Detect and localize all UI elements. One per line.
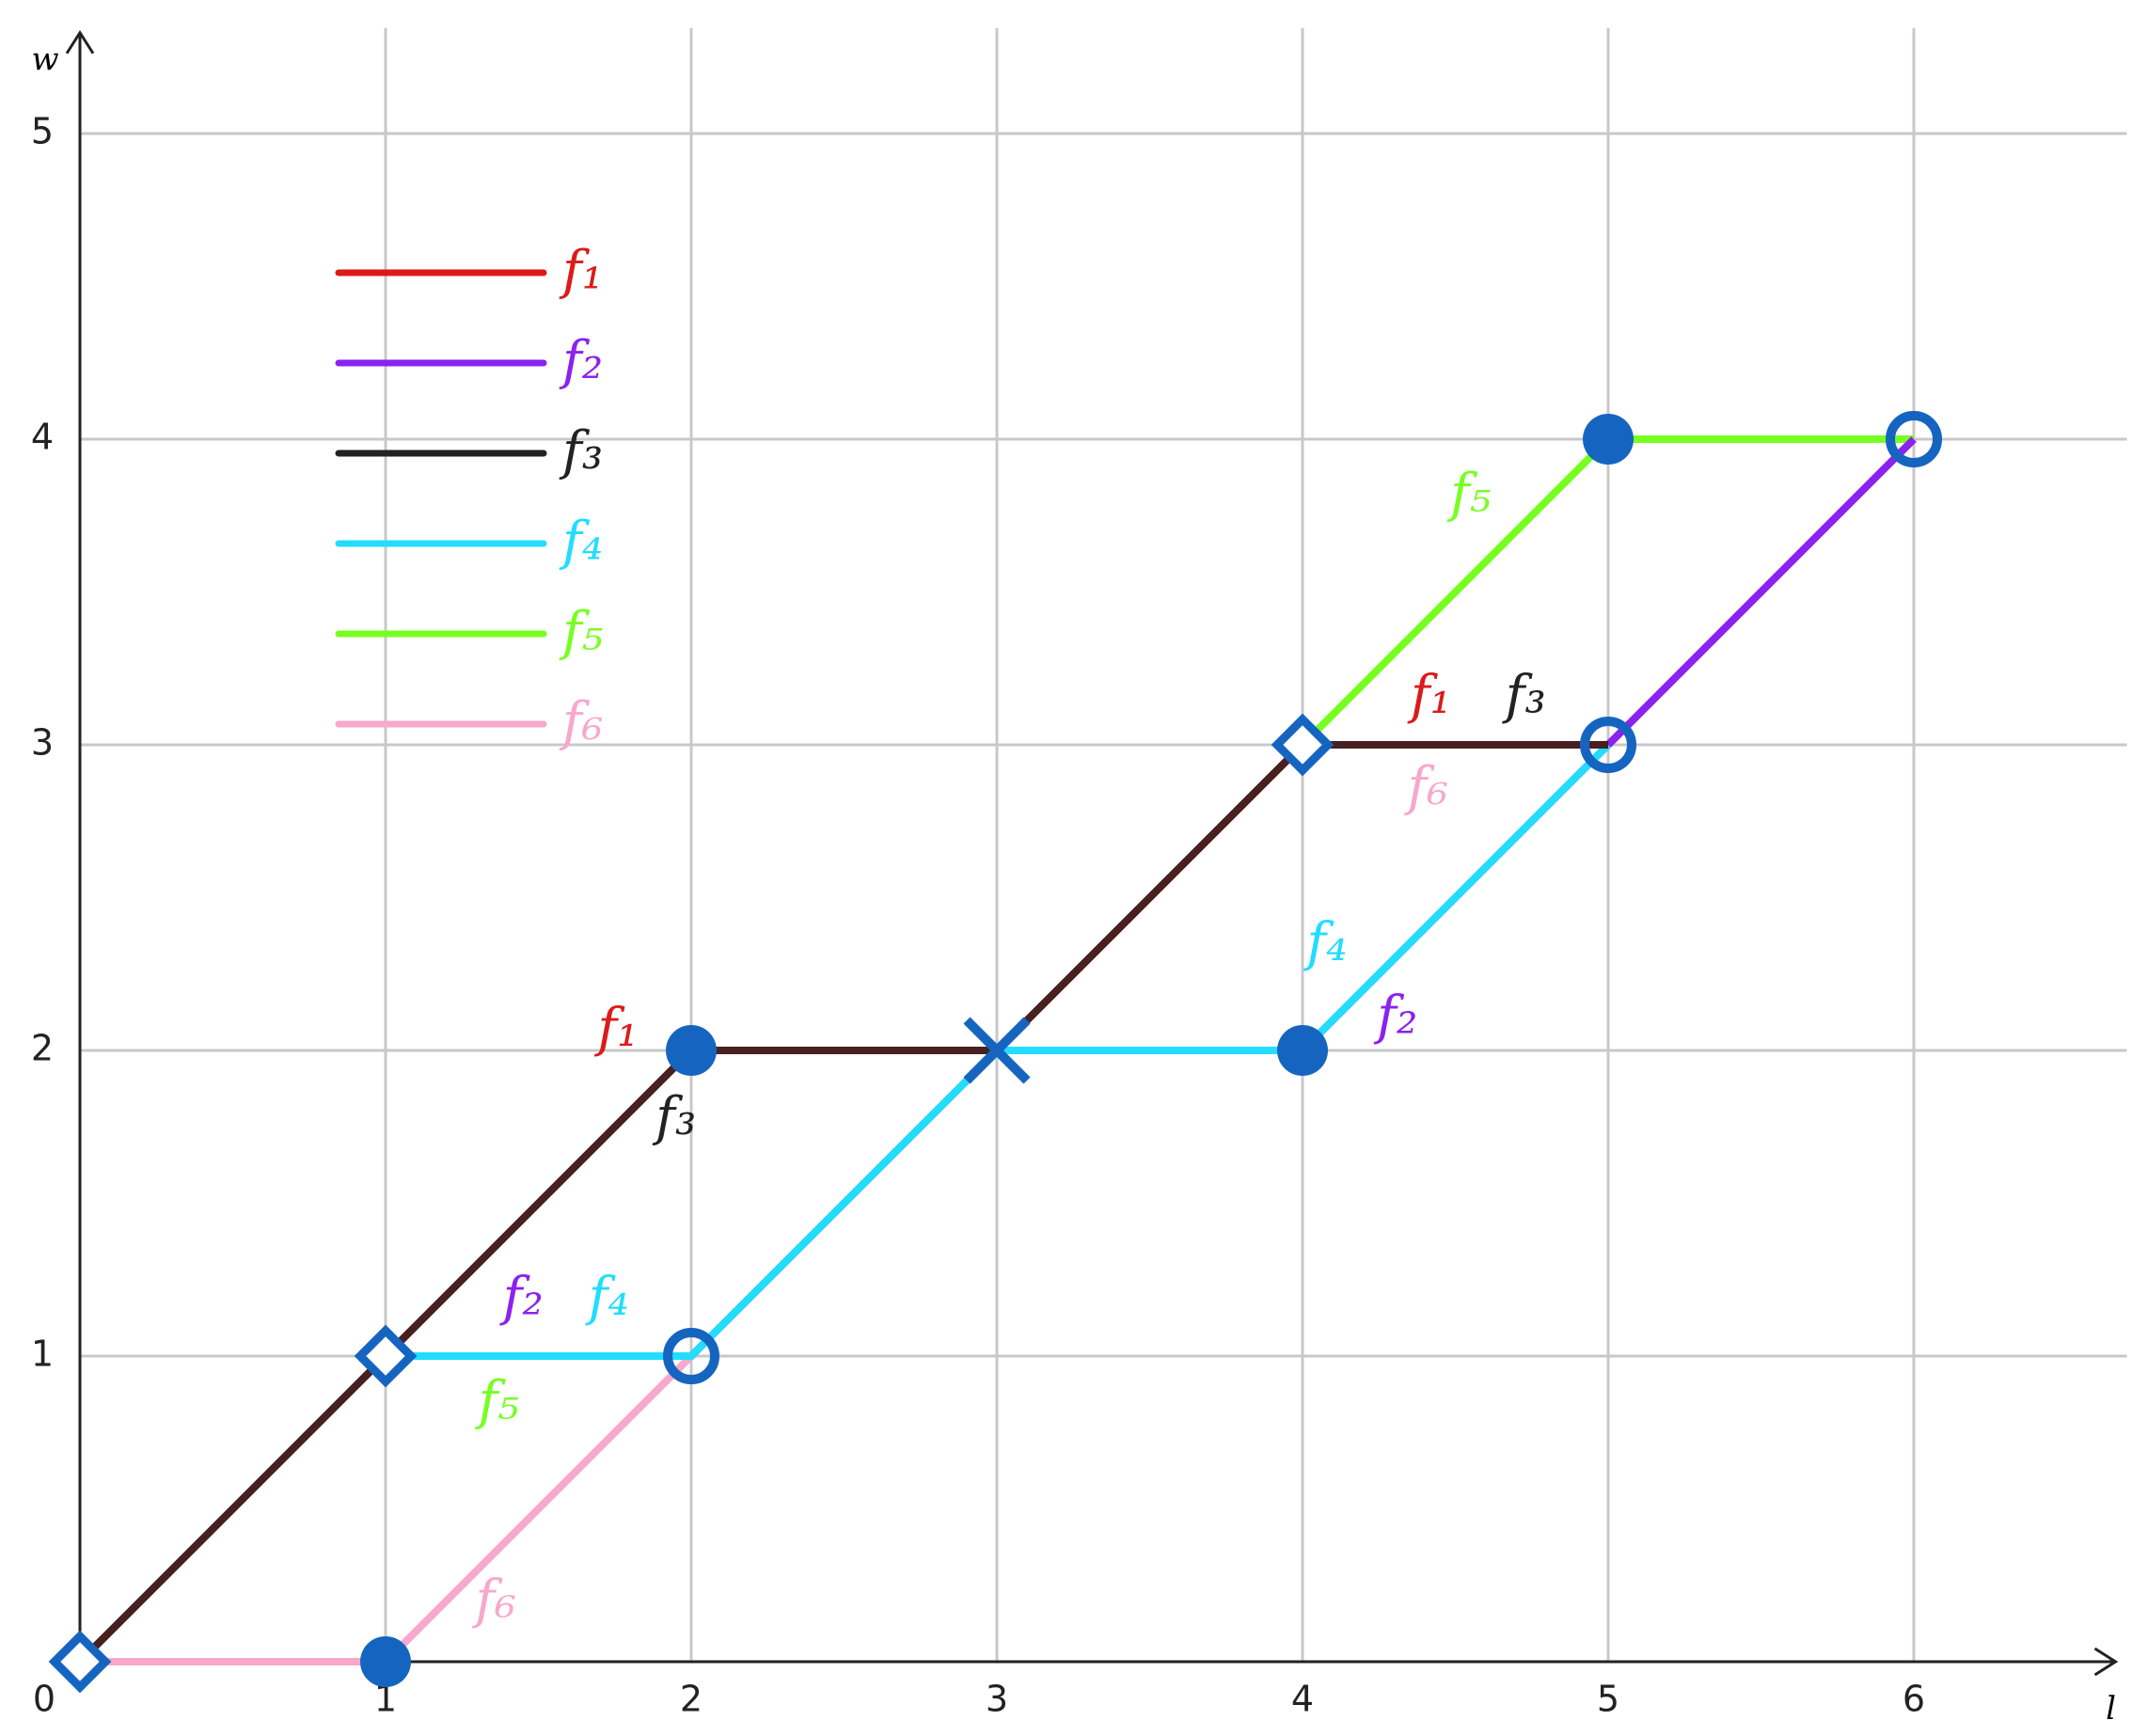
filled-marker <box>1583 414 1634 465</box>
y-tick-label: 2 <box>31 1028 54 1069</box>
x-tick-label: 5 <box>1597 1679 1619 1720</box>
x-axis-label: l <box>2106 1690 2116 1728</box>
series-line <box>77 741 1608 1665</box>
open-marker <box>1886 411 1942 467</box>
legend-label: f₂ <box>559 331 603 392</box>
filled-marker <box>360 1636 411 1687</box>
open-marker <box>1580 717 1636 773</box>
series-annotation: f₃ <box>652 1086 696 1147</box>
diamond-marker <box>354 1324 418 1388</box>
series-annotation: f₁ <box>593 998 638 1059</box>
y-axis-label: w <box>31 40 58 78</box>
series-annotation: f₅ <box>475 1371 519 1432</box>
x-tick-label: 6 <box>1903 1679 1925 1720</box>
y-tick-label: 3 <box>31 722 54 764</box>
legend-label: f₄ <box>559 512 603 573</box>
x-tick-label: 2 <box>680 1679 703 1720</box>
series-annotation: f₂ <box>499 1267 544 1328</box>
y-tick-label: 5 <box>31 111 54 152</box>
legend-label: f₃ <box>559 421 603 482</box>
legend-label: f₅ <box>559 602 603 663</box>
series-annotation: f₁ <box>1407 665 1451 726</box>
y-tick-label: 4 <box>31 417 54 458</box>
legend-label: f₁ <box>559 241 603 302</box>
series-annotation: f₄ <box>1303 912 1347 973</box>
open-marker <box>663 1328 719 1384</box>
series-annotation: f₄ <box>585 1267 629 1328</box>
legend-label: f₆ <box>559 692 603 753</box>
y-axis-arrow <box>65 29 95 55</box>
x-axis-arrow <box>2093 1647 2119 1677</box>
series-annotation: f₃ <box>1502 665 1546 726</box>
series-annotation: f₂ <box>1373 986 1417 1047</box>
cross-marker <box>963 1017 1031 1084</box>
diamond-marker <box>48 1630 112 1694</box>
filled-marker <box>1277 1025 1328 1076</box>
x-tick-label: 0 <box>33 1679 55 1720</box>
series-annotation: f₆ <box>1404 756 1448 817</box>
x-tick-label: 4 <box>1291 1679 1314 1720</box>
y-tick-label: 1 <box>31 1334 54 1375</box>
filled-marker <box>666 1025 717 1076</box>
diamond-marker <box>1271 713 1335 777</box>
x-tick-label: 3 <box>986 1679 1008 1720</box>
series-annotation: f₅ <box>1446 463 1491 524</box>
series-annotation: f₆ <box>471 1570 515 1631</box>
